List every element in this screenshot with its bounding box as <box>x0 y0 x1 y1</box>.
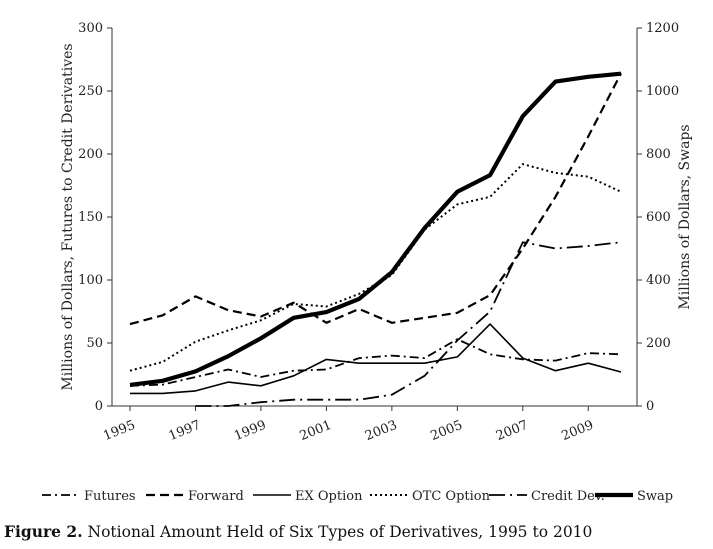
left-y-axis-title: Millions of Dollars, Futures to Credit D… <box>60 43 76 390</box>
legend-label: Forward <box>188 489 244 504</box>
right-tick-label: 600 <box>646 210 671 225</box>
x-tick-label: 1999 <box>232 418 268 444</box>
x-tick-label: 2001 <box>298 418 334 444</box>
line-chart: 0 50 100 150 200 250 300 0 200 400 600 800 1000 1200… <box>42 21 693 504</box>
series-line-credit-dev <box>195 241 622 407</box>
legend-label: EX Option <box>295 489 363 504</box>
caption-text: Notional Amount Held of Six Types of Der… <box>82 523 593 541</box>
right-tick-label: 0 <box>646 399 654 414</box>
x-tick-label: 2009 <box>559 418 595 444</box>
left-tick-label: 50 <box>86 336 103 351</box>
x-tick-label: 1995 <box>101 418 137 444</box>
right-tick-label: 1000 <box>646 84 679 99</box>
left-tick-label: 150 <box>78 210 103 225</box>
x-tick-label: 2003 <box>363 418 399 444</box>
left-tick-label: 200 <box>78 147 103 162</box>
caption-label: Figure 2. <box>4 522 83 541</box>
legend-label: Futures <box>84 489 136 504</box>
series-line-futures <box>129 338 622 387</box>
series-lines <box>129 71 622 407</box>
right-tick-label: 400 <box>646 273 671 288</box>
right-tick-label: 200 <box>646 336 671 351</box>
left-tick-label: 100 <box>78 273 103 288</box>
right-y-ticks: 0 200 400 600 800 1000 1200 <box>637 21 679 414</box>
right-tick-label: 800 <box>646 147 671 162</box>
right-y-axis-title: Millions of Dollars, Swaps <box>677 124 693 309</box>
legend-label: Swap <box>637 489 673 504</box>
x-ticks: 1995 1997 1999 2001 2003 2005 2007 2009 <box>101 406 596 444</box>
left-tick-label: 300 <box>78 21 103 36</box>
series-line-otc-option <box>129 163 622 372</box>
series-line-ex-option <box>130 323 622 395</box>
x-tick-label: 2005 <box>429 418 465 444</box>
legend-label: Credit Dev. <box>531 489 605 504</box>
series-line-swap <box>129 71 622 387</box>
legend-label: OTC Option <box>412 489 491 504</box>
chart-axes <box>111 28 638 407</box>
right-tick-label: 1200 <box>646 21 679 36</box>
left-tick-label: 0 <box>95 399 103 414</box>
x-tick-label: 2007 <box>494 418 530 444</box>
left-tick-label: 250 <box>78 84 103 99</box>
series-line-forward <box>129 72 622 326</box>
left-y-ticks: 0 50 100 150 200 250 300 <box>78 21 112 414</box>
x-tick-label: 1997 <box>167 418 203 444</box>
legend: Futures Forward EX Option OTC Option Credit … <box>42 489 673 504</box>
figure-caption: Figure 2. Notional Amount Held of Six Ty… <box>4 522 709 541</box>
